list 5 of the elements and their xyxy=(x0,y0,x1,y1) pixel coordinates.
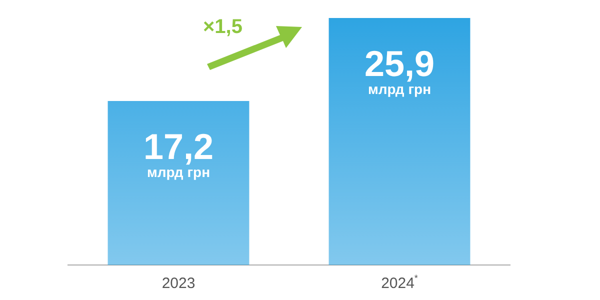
data-label: 25,9 млрд грн xyxy=(364,43,435,97)
x-tick-label: 2023 xyxy=(162,275,196,292)
data-label: 17,2 млрд грн xyxy=(143,126,214,180)
x-tick-label: 2024* xyxy=(381,273,418,292)
annotation: ×1,5 xyxy=(203,16,242,39)
